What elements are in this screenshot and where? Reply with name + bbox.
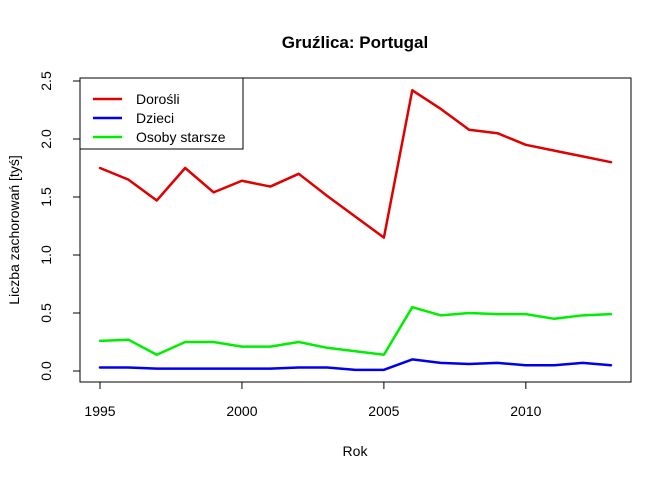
- data-point: [156, 354, 158, 356]
- data-point: [468, 129, 470, 131]
- data-point: [298, 341, 300, 343]
- data-point: [99, 340, 101, 342]
- series-0: [98, 89, 613, 239]
- data-point: [582, 314, 584, 316]
- data-point: [496, 132, 499, 134]
- data-point: [156, 368, 158, 370]
- series-line: [98, 305, 613, 357]
- data-point: [354, 369, 357, 371]
- x-tick-label: 1995: [84, 403, 115, 419]
- data-point: [269, 368, 271, 370]
- data-point: [383, 369, 385, 371]
- data-point: [553, 318, 555, 320]
- data-point: [156, 199, 158, 202]
- y-tick-label: 2.0: [38, 129, 54, 149]
- series-lines: [98, 89, 613, 372]
- series-2: [98, 305, 613, 357]
- series-line: [98, 358, 613, 372]
- data-point: [241, 346, 243, 348]
- data-point: [184, 167, 186, 169]
- data-point: [354, 350, 357, 352]
- legend-label: Dzieci: [136, 110, 174, 126]
- legend: Dorośli Dzieci Osoby starsze: [79, 77, 244, 150]
- data-point: [582, 362, 584, 364]
- data-point: [440, 108, 442, 110]
- data-point: [525, 313, 527, 315]
- data-point: [468, 363, 470, 365]
- data-point: [127, 179, 129, 181]
- y-tick-label: 2.5: [38, 71, 54, 91]
- data-point: [610, 161, 612, 163]
- y-tick-label: 0.0: [38, 361, 54, 381]
- data-point: [553, 150, 555, 152]
- data-point: [184, 368, 186, 370]
- x-tick-label: 2010: [510, 403, 541, 419]
- data-point: [610, 364, 612, 366]
- data-point: [525, 144, 527, 146]
- y-axis-label: Liczba zachorowań [tyś]: [6, 155, 22, 304]
- data-point: [212, 368, 215, 370]
- data-point: [383, 354, 385, 356]
- data-point: [326, 195, 328, 197]
- x-axis-label: Rok: [343, 443, 369, 459]
- data-point: [440, 362, 442, 364]
- x-tick-label: 2005: [368, 403, 399, 419]
- data-point: [610, 313, 612, 315]
- data-point: [411, 306, 413, 308]
- data-point: [241, 368, 243, 370]
- data-point: [298, 366, 300, 369]
- y-tick-label: 0.5: [38, 303, 54, 323]
- data-point: [99, 366, 101, 369]
- series-1: [98, 358, 613, 372]
- data-point: [468, 312, 470, 314]
- legend-label: Dorośli: [136, 91, 180, 107]
- data-point: [553, 364, 555, 366]
- data-point: [212, 341, 215, 343]
- data-point: [184, 341, 186, 343]
- data-point: [269, 346, 271, 348]
- y-axis: 0.0 0.5 1.0 1.5 2.0 2.5: [38, 71, 81, 381]
- data-point: [269, 185, 271, 188]
- data-point: [411, 358, 413, 360]
- data-point: [525, 364, 527, 366]
- data-point: [496, 313, 499, 315]
- data-point: [354, 216, 357, 218]
- data-point: [582, 155, 584, 157]
- x-axis: 1995 2000 2005 2010: [84, 381, 542, 419]
- legend-label: Osoby starsze: [136, 129, 226, 145]
- data-point: [241, 180, 243, 182]
- y-tick-label: 1.5: [38, 187, 54, 207]
- data-point: [326, 347, 328, 349]
- data-point: [212, 191, 215, 193]
- data-point: [411, 89, 413, 91]
- data-point: [127, 339, 129, 341]
- data-point: [326, 366, 328, 369]
- data-point: [383, 237, 385, 239]
- y-tick-label: 1.0: [38, 245, 54, 265]
- data-point: [496, 362, 499, 364]
- data-point: [99, 167, 101, 169]
- x-tick-label: 2000: [226, 403, 257, 419]
- data-point: [298, 173, 300, 175]
- data-point: [440, 314, 442, 316]
- data-point: [127, 366, 129, 369]
- chart-title: Gruźlica: Portugal: [282, 33, 428, 52]
